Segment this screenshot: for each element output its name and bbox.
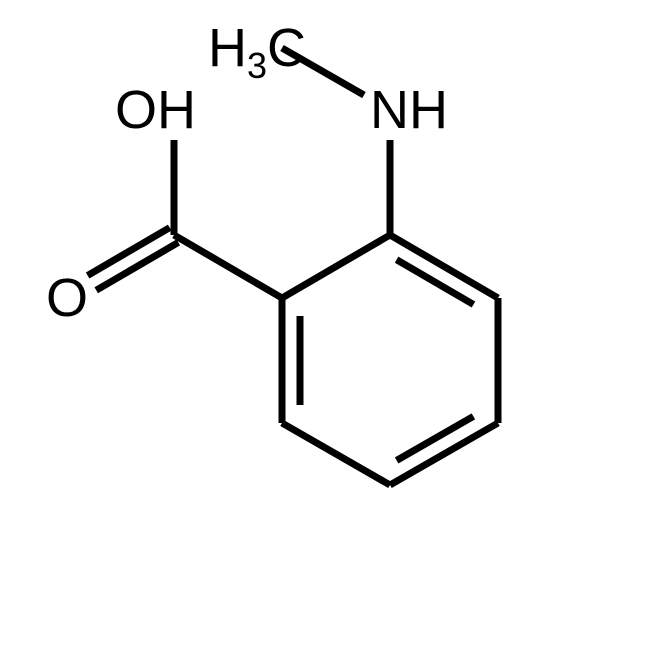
atom-label-n_amine: NH (370, 80, 448, 140)
atom-label-o_hydroxyl: OH (115, 80, 196, 140)
atom-label-c_methyl: H3C (208, 18, 306, 86)
atom-label-o_carbonyl: O (46, 268, 88, 328)
molecule-canvas: NH H3COH O (0, 0, 650, 650)
